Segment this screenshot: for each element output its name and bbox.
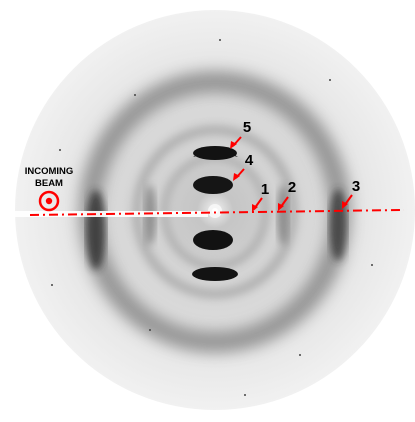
reflection-5-upper-body	[193, 146, 237, 160]
incoming-beam-icon	[38, 190, 60, 212]
reflection-4-lower	[193, 230, 233, 250]
incoming-beam-label-line2: BEAM	[35, 178, 63, 189]
label-3: 3	[352, 178, 360, 195]
label-2: 2	[288, 179, 296, 196]
reflection-5-lower	[192, 267, 238, 281]
beam-center-core	[212, 208, 218, 214]
equatorial-lobe-right	[329, 189, 347, 261]
arrow-1-head	[252, 204, 258, 212]
label-4: 4	[245, 152, 254, 169]
reflection-4-upper	[193, 176, 233, 194]
detector-specks	[51, 39, 373, 396]
equatorial-axis-line	[29, 209, 405, 216]
arrow-4-head	[233, 173, 240, 181]
label-1: 1	[261, 181, 269, 198]
arrow-3-head	[342, 201, 348, 209]
annotation-arrows	[230, 136, 353, 212]
arrow-2-head	[278, 203, 284, 211]
equatorial-lobe-left	[86, 190, 106, 270]
label-5: 5	[243, 119, 251, 136]
incoming-beam-label-line1: INCOMING	[25, 166, 74, 177]
arrow-5-head	[230, 141, 237, 149]
